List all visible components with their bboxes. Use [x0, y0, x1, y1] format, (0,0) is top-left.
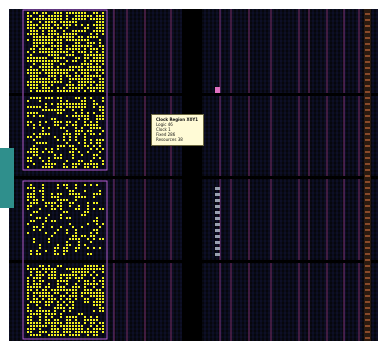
- highlight-cell: [215, 87, 220, 93]
- clock-region-divider: [9, 260, 378, 263]
- placed-cell: [215, 211, 220, 214]
- placed-cell: [215, 229, 220, 232]
- pblock-outline: [22, 180, 108, 340]
- placed-cell: [215, 187, 220, 190]
- placed-cell: [215, 193, 220, 196]
- pblock-outline: [22, 9, 108, 171]
- clock-region-divider: [9, 93, 378, 96]
- placed-cell: [215, 205, 220, 208]
- device-view[interactable]: Clock Region X0Y1 Logic 46 Clock 1 Fixed…: [9, 9, 378, 341]
- placed-cell: [215, 223, 220, 226]
- placed-cell: [215, 253, 220, 256]
- placed-cell: [215, 217, 220, 220]
- tooltip-line-clock: Clock 1: [156, 127, 171, 132]
- tooltip-line-resources: Resources 38: [156, 137, 183, 142]
- device-canvas[interactable]: [9, 9, 378, 341]
- placed-cell: [215, 235, 220, 238]
- config-column: [182, 9, 202, 341]
- clock-region-divider: [9, 176, 378, 179]
- tooltip-line-fixed: Fixed 286: [156, 132, 176, 137]
- placed-cell: [215, 199, 220, 202]
- tooltip-title: Clock Region X0Y1: [156, 117, 199, 122]
- placed-cell: [215, 247, 220, 250]
- side-panel-tab[interactable]: [0, 148, 14, 208]
- placed-cell: [215, 241, 220, 244]
- clock-region-tooltip: Clock Region X0Y1 Logic 46 Clock 1 Fixed…: [151, 114, 205, 146]
- tooltip-line-logic: Logic 46: [156, 122, 173, 127]
